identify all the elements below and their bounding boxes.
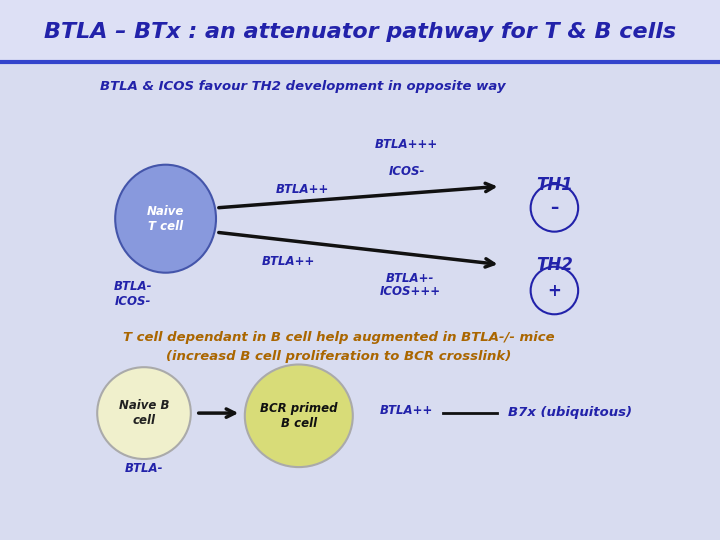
Text: +: + xyxy=(547,281,562,300)
Text: –: – xyxy=(550,199,559,217)
Text: BTLA++: BTLA++ xyxy=(380,404,433,417)
Text: BTLA++: BTLA++ xyxy=(261,255,315,268)
Text: TH2: TH2 xyxy=(536,255,573,274)
Text: (increasd B cell proliferation to BCR crosslink): (increasd B cell proliferation to BCR cr… xyxy=(166,350,511,363)
Text: B7x (ubiquitous): B7x (ubiquitous) xyxy=(508,406,631,419)
Text: T cell dependant in B cell help augmented in BTLA-/- mice: T cell dependant in B cell help augmente… xyxy=(122,331,554,344)
Ellipse shape xyxy=(97,367,191,459)
Text: BTLA-: BTLA- xyxy=(125,462,163,475)
Text: ICOS+++: ICOS+++ xyxy=(380,285,441,298)
Text: Naive B
cell: Naive B cell xyxy=(119,399,169,427)
Text: BCR primed
B cell: BCR primed B cell xyxy=(260,402,338,430)
Text: BTLA-
ICOS-: BTLA- ICOS- xyxy=(114,280,153,308)
Ellipse shape xyxy=(245,364,353,467)
Ellipse shape xyxy=(115,165,216,273)
Text: BTLA – BTx : an attenuator pathway for T & B cells: BTLA – BTx : an attenuator pathway for T… xyxy=(44,22,676,43)
Text: BTLA & ICOS favour TH2 development in opposite way: BTLA & ICOS favour TH2 development in op… xyxy=(99,80,505,93)
Text: BTLA+++: BTLA+++ xyxy=(375,138,438,151)
Text: ICOS-: ICOS- xyxy=(389,165,425,178)
FancyBboxPatch shape xyxy=(0,0,720,62)
Text: BTLA+-: BTLA+- xyxy=(386,272,435,285)
Text: Naive
T cell: Naive T cell xyxy=(147,205,184,233)
Text: TH1: TH1 xyxy=(536,176,573,194)
Text: BTLA++: BTLA++ xyxy=(276,183,329,196)
